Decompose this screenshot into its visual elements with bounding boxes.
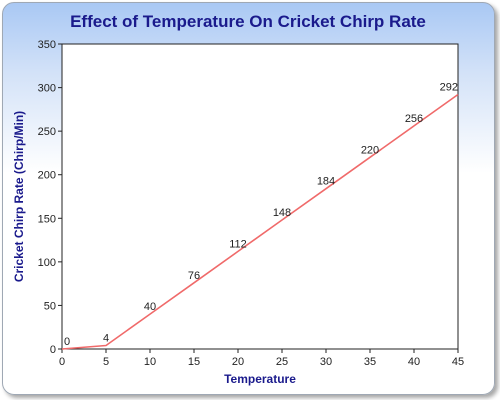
chart-title: Effect of Temperature On Cricket Chirp R…	[70, 12, 426, 31]
y-tick-label: 0	[50, 344, 56, 356]
x-tick-label: 30	[320, 356, 332, 368]
y-axis-ticks: 0 50 100 150 200 250 300 350	[38, 39, 62, 356]
x-tick-label: 45	[452, 356, 464, 368]
y-tick-label: 250	[38, 126, 56, 138]
data-label: 292	[440, 82, 458, 94]
x-tick-label: 0	[59, 356, 65, 368]
x-tick-label: 25	[276, 356, 288, 368]
y-tick-label: 50	[44, 300, 56, 312]
data-label: 0	[64, 336, 70, 348]
series-layer	[61, 93, 459, 350]
data-label: 40	[144, 301, 156, 313]
data-label: 112	[229, 238, 247, 250]
data-labels: 0 4 40 76 112 148 184 220 256 292	[64, 82, 458, 348]
y-axis-title: Cricket Chirp Rate (Chirp/Min)	[12, 111, 26, 282]
y-tick-label: 300	[38, 83, 56, 95]
x-axis-title: Temperature	[224, 372, 296, 386]
line-chart: Effect of Temperature On Cricket Chirp R…	[12, 12, 464, 386]
x-tick-label: 10	[144, 356, 156, 368]
x-tick-label: 40	[408, 356, 420, 368]
series-line	[61, 93, 459, 350]
data-label: 220	[361, 144, 379, 156]
data-label: 76	[188, 270, 200, 282]
y-tick-label: 350	[38, 39, 56, 51]
x-tick-label: 35	[364, 356, 376, 368]
x-tick-label: 20	[232, 356, 244, 368]
y-tick-label: 200	[38, 170, 56, 182]
data-label: 256	[405, 113, 423, 125]
data-label: 4	[103, 333, 109, 345]
chart-frame: Effect of Temperature On Cricket Chirp R…	[2, 2, 495, 395]
x-axis-ticks: 0 5 10 15 20 25 30 35 40 45	[59, 349, 464, 368]
plot-area	[61, 43, 459, 350]
x-tick-label: 15	[188, 356, 200, 368]
data-label: 148	[273, 207, 291, 219]
y-tick-label: 150	[38, 213, 56, 225]
y-tick-label: 100	[38, 257, 56, 269]
x-tick-label: 5	[103, 356, 109, 368]
data-label: 184	[317, 176, 335, 188]
